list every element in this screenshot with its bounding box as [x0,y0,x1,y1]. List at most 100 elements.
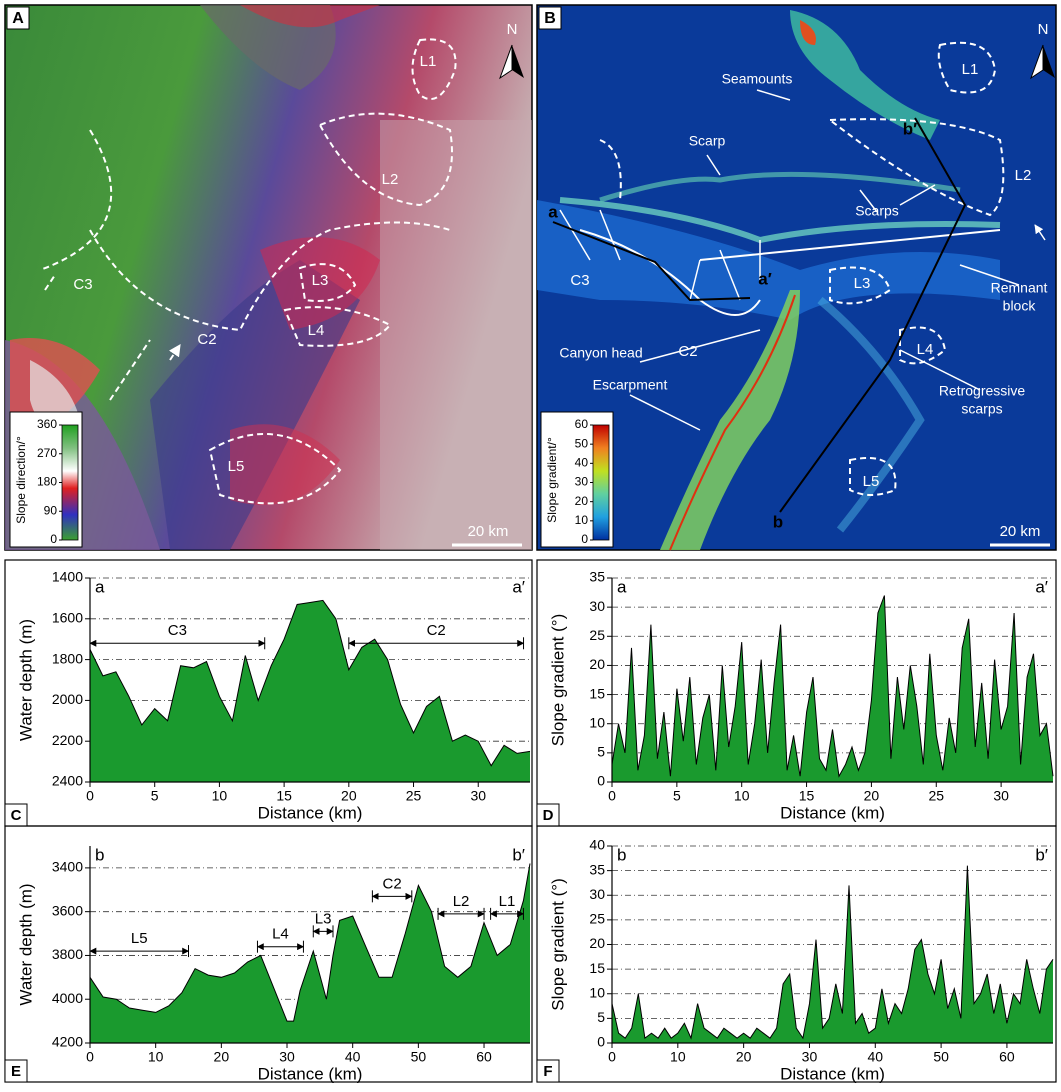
x-tick-label: 30 [470,788,486,804]
y-tick-label: 40 [589,837,605,853]
x-tick-label: 50 [411,1049,427,1065]
x-tick-label: 10 [734,788,750,804]
map-label: b′ [903,119,917,138]
map-label: C3 [73,276,92,293]
panel-frame [4,825,533,1083]
x-tick-label: 30 [279,1049,295,1065]
colorbar-title: Slope direction/° [14,436,28,524]
map-label: scarps [961,401,1002,417]
panel-frame [536,559,1057,827]
y-tick-label: 35 [589,569,605,585]
annotation-label: L3 [315,910,332,927]
map-label: C2 [678,343,697,360]
x-tick-label: 10 [670,1049,686,1065]
y-tick-label: 3800 [52,946,83,962]
colorbar-tick-label: 360 [37,417,57,431]
annotation-label: L4 [272,926,289,943]
annotation-label: L5 [131,930,148,947]
x-tick-label: 25 [928,788,944,804]
x-tick-label: 0 [86,788,94,804]
y-tick-label: 1800 [52,650,83,666]
y-tick-label: 5 [597,1009,605,1025]
area [612,595,1053,782]
colorbar-tick-label: 180 [37,475,57,489]
line [611,595,1054,778]
map-label: L3 [312,272,329,289]
y-tick-label: 25 [589,627,605,643]
area [90,600,530,782]
y-tick-label: 2400 [52,773,83,789]
x-tick-label: 50 [933,1049,949,1065]
x-tick-label: 60 [999,1049,1015,1065]
y-tick-label: 30 [589,886,605,902]
x-tick-label: 20 [341,788,357,804]
y-tick-label: 2200 [52,732,83,748]
map-label: Remnant [991,280,1048,296]
x-tick-label: 0 [608,788,616,804]
y-tick-label: 0 [597,773,605,789]
corner-label: a [617,577,627,596]
map-label: L4 [308,322,325,339]
map-label: block [1003,298,1037,314]
map-label: Retrogressive [939,383,1026,399]
colorbar-tick-label: 20 [575,494,589,508]
annotation-label: L1 [499,893,516,910]
y-axis-title: Water depth (m) [16,883,35,1005]
y-tick-label: 3600 [52,902,83,918]
area [612,865,1053,1043]
axes [89,846,530,1044]
y-tick-label: 10 [589,714,605,730]
map-label: L2 [382,171,399,188]
x-axis-title: Distance (km) [780,1064,885,1083]
y-tick-label: 20 [589,935,605,951]
map-label: L4 [917,341,934,358]
x-tick-label: 20 [736,1049,752,1065]
x-axis-title: Distance (km) [780,803,885,822]
y-tick-label: 25 [589,911,605,927]
x-tick-label: 15 [799,788,815,804]
map-label: b [773,512,783,531]
colorbar-tick-label: 30 [575,475,589,489]
map-label: L5 [228,458,245,475]
scale-bar-label: 20 km [468,523,509,540]
x-axis-title: Distance (km) [258,803,363,822]
north-arrow-label: N [1038,21,1049,38]
map-label: Seamounts [722,71,793,87]
y-tick-label: 15 [589,685,605,701]
colorbar-tick-label: 0 [50,532,57,546]
area [90,863,530,1043]
panel-letter-box [4,1059,28,1083]
map-label: Scarp [689,133,726,149]
y-tick-label: 2000 [52,691,83,707]
scale-bar-label: 20 km [1000,523,1041,540]
colorbar-tick-label: 50 [575,436,589,450]
colorbar-tick-label: 90 [44,503,58,517]
panel-frame [536,825,1057,1083]
colorbar-tick-label: 10 [575,513,589,527]
x-tick-label: 0 [608,1049,616,1065]
x-tick-label: 40 [345,1049,361,1065]
annotation-label: C3 [168,622,187,639]
x-tick-label: 30 [802,1049,818,1065]
y-axis-title: Slope gradient (°) [548,878,567,1010]
x-tick-label: 10 [212,788,228,804]
panel-letter: D [543,807,554,824]
y-tick-label: 1600 [52,610,83,626]
map-label: Canyon head [559,345,642,361]
colorbar-tick-label: 40 [575,456,589,470]
x-tick-label: 20 [864,788,880,804]
y-tick-label: 4000 [52,990,83,1006]
panel-letter-box [536,1059,560,1083]
map-label: Escarpment [593,377,668,393]
y-tick-label: 1400 [52,569,83,585]
colorbar-tick-label: 270 [37,446,57,460]
x-tick-label: 60 [476,1049,492,1065]
y-tick-label: 4200 [52,1034,83,1050]
map-label: a [548,202,558,221]
map-label: C2 [197,331,216,348]
x-axis-title: Distance (km) [258,1064,363,1083]
map-label: L1 [962,61,979,78]
map-label: L3 [854,275,871,292]
y-tick-label: 5 [597,744,605,760]
